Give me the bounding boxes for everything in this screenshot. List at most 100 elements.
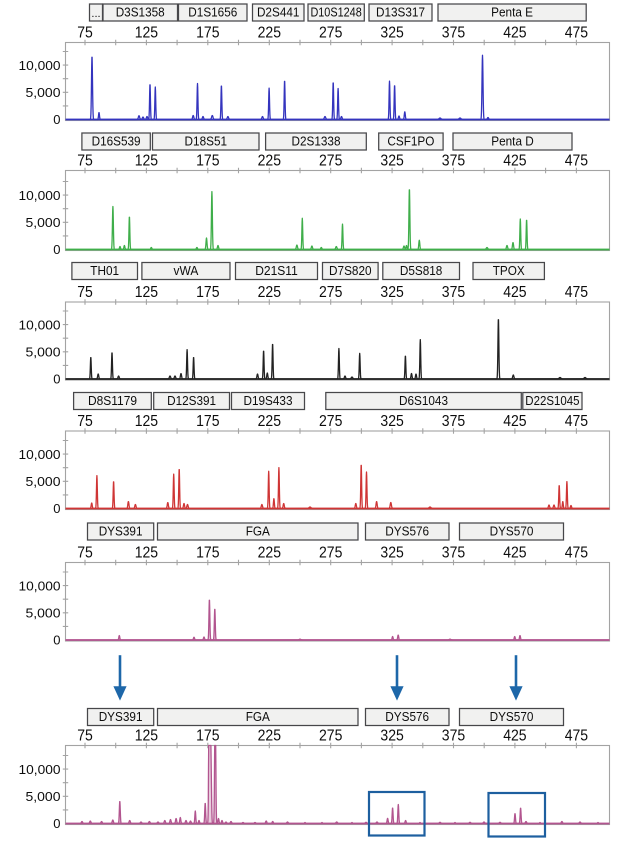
svg-text:275: 275 xyxy=(319,284,342,301)
svg-text:325: 325 xyxy=(380,25,403,42)
svg-text:D22S1045: D22S1045 xyxy=(525,393,579,408)
svg-text:5,000: 5,000 xyxy=(26,345,61,360)
svg-text:D3S1358: D3S1358 xyxy=(116,5,165,20)
svg-text:275: 275 xyxy=(319,413,342,430)
svg-text:275: 275 xyxy=(319,25,342,42)
svg-text:DYS570: DYS570 xyxy=(490,709,534,724)
svg-text:D19S433: D19S433 xyxy=(244,393,293,408)
svg-text:D10S1248: D10S1248 xyxy=(310,5,361,20)
svg-text:D13S317: D13S317 xyxy=(376,5,425,20)
svg-text:425: 425 xyxy=(503,284,526,301)
svg-text:225: 225 xyxy=(258,545,281,562)
svg-text:475: 475 xyxy=(565,153,588,170)
svg-text:125: 125 xyxy=(135,25,158,42)
svg-text:425: 425 xyxy=(503,25,526,42)
svg-text:0: 0 xyxy=(53,816,60,831)
svg-text:425: 425 xyxy=(503,728,526,745)
svg-text:125: 125 xyxy=(135,284,158,301)
svg-text:D12S391: D12S391 xyxy=(167,393,216,408)
svg-text:375: 375 xyxy=(442,413,465,430)
svg-text:125: 125 xyxy=(135,153,158,170)
svg-text:125: 125 xyxy=(135,728,158,745)
svg-text:125: 125 xyxy=(135,545,158,562)
svg-text:0: 0 xyxy=(53,242,60,257)
svg-text:225: 225 xyxy=(258,413,281,430)
svg-text:375: 375 xyxy=(442,153,465,170)
svg-text:175: 175 xyxy=(196,728,219,745)
svg-text:0: 0 xyxy=(53,372,60,387)
svg-text:10,000: 10,000 xyxy=(19,188,61,203)
svg-text:TH01: TH01 xyxy=(90,263,119,278)
svg-text:325: 325 xyxy=(380,545,403,562)
svg-text:75: 75 xyxy=(77,545,93,562)
svg-text:225: 225 xyxy=(258,728,281,745)
svg-text:475: 475 xyxy=(565,728,588,745)
svg-text:325: 325 xyxy=(380,728,403,745)
svg-text:275: 275 xyxy=(319,545,342,562)
svg-text:375: 375 xyxy=(442,25,465,42)
svg-text:75: 75 xyxy=(77,728,93,745)
svg-text:5,000: 5,000 xyxy=(26,606,61,621)
svg-text:DYS576: DYS576 xyxy=(385,709,429,724)
svg-text:Penta D: Penta D xyxy=(491,134,534,149)
svg-text:225: 225 xyxy=(258,153,281,170)
svg-text:TPOX: TPOX xyxy=(493,263,525,278)
svg-text:425: 425 xyxy=(503,413,526,430)
svg-text:0: 0 xyxy=(53,633,60,648)
svg-text:5,000: 5,000 xyxy=(26,215,61,230)
svg-text:5,000: 5,000 xyxy=(26,789,61,804)
svg-text:D21S11: D21S11 xyxy=(255,263,298,278)
svg-text:425: 425 xyxy=(503,153,526,170)
svg-text:D5S818: D5S818 xyxy=(400,263,443,278)
svg-text:325: 325 xyxy=(380,153,403,170)
svg-text:CSF1PO: CSF1PO xyxy=(387,134,434,149)
svg-text:475: 475 xyxy=(565,284,588,301)
svg-text:75: 75 xyxy=(77,413,93,430)
svg-text:325: 325 xyxy=(380,284,403,301)
svg-text:225: 225 xyxy=(258,284,281,301)
svg-text:D7S820: D7S820 xyxy=(329,263,372,278)
svg-text:75: 75 xyxy=(77,284,93,301)
svg-text:175: 175 xyxy=(196,545,219,562)
svg-text:175: 175 xyxy=(196,153,219,170)
svg-text:FGA: FGA xyxy=(246,709,270,724)
svg-text:125: 125 xyxy=(135,413,158,430)
svg-text:425: 425 xyxy=(503,545,526,562)
svg-text:175: 175 xyxy=(196,284,219,301)
svg-text:375: 375 xyxy=(442,545,465,562)
svg-text:D18S51: D18S51 xyxy=(185,134,228,149)
svg-text:225: 225 xyxy=(258,25,281,42)
svg-text:DYS391: DYS391 xyxy=(99,524,143,539)
svg-text:10,000: 10,000 xyxy=(19,58,61,73)
svg-text:375: 375 xyxy=(442,728,465,745)
svg-text:10,000: 10,000 xyxy=(19,317,61,332)
svg-text:D16S539: D16S539 xyxy=(92,134,141,149)
svg-text:5,000: 5,000 xyxy=(26,85,61,100)
svg-text:5,000: 5,000 xyxy=(26,474,61,489)
svg-text:0: 0 xyxy=(53,112,60,127)
svg-text:475: 475 xyxy=(565,413,588,430)
svg-text:DYS570: DYS570 xyxy=(490,524,534,539)
svg-text:10,000: 10,000 xyxy=(19,762,61,777)
svg-text:375: 375 xyxy=(442,284,465,301)
svg-text:D2S1338: D2S1338 xyxy=(292,134,341,149)
svg-text:D6S1043: D6S1043 xyxy=(399,393,448,408)
svg-text:FGA: FGA xyxy=(246,524,270,539)
svg-text:475: 475 xyxy=(565,25,588,42)
svg-text:0: 0 xyxy=(53,501,60,516)
svg-text:475: 475 xyxy=(565,545,588,562)
svg-text:...: ... xyxy=(91,8,100,20)
svg-text:10,000: 10,000 xyxy=(19,447,61,462)
svg-text:10,000: 10,000 xyxy=(19,578,61,593)
svg-text:275: 275 xyxy=(319,728,342,745)
svg-text:175: 175 xyxy=(196,413,219,430)
svg-text:75: 75 xyxy=(77,25,93,42)
svg-text:DYS391: DYS391 xyxy=(99,709,143,724)
svg-text:175: 175 xyxy=(196,25,219,42)
svg-text:275: 275 xyxy=(319,153,342,170)
svg-text:D1S1656: D1S1656 xyxy=(188,5,237,20)
svg-text:vWA: vWA xyxy=(174,263,199,278)
svg-text:D8S1179: D8S1179 xyxy=(88,393,137,408)
svg-text:DYS576: DYS576 xyxy=(385,524,429,539)
svg-text:75: 75 xyxy=(77,153,93,170)
